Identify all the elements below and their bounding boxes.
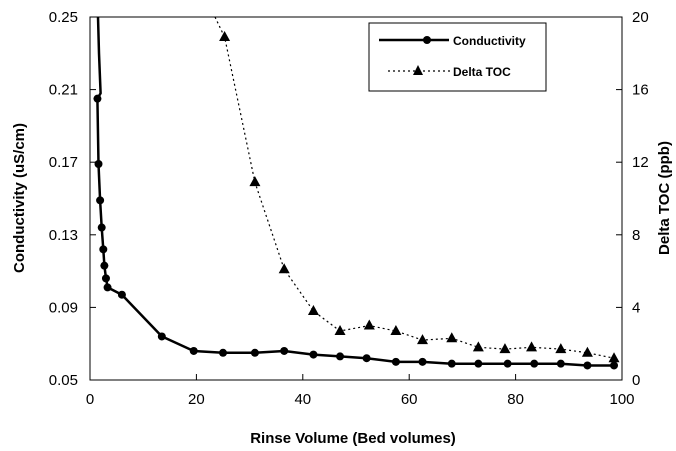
conductivity-point	[96, 196, 105, 205]
conductivity-point	[556, 359, 565, 368]
y-tick-label: 0.13	[49, 227, 78, 244]
y-axis-right-ticks: 0 4 8 12 16 20	[616, 9, 649, 389]
conductivity-point	[530, 359, 539, 368]
conductivity-point	[94, 160, 103, 169]
y-tick-label: 0.05	[49, 372, 78, 389]
delta-toc-point	[334, 324, 346, 335]
delta-toc-line	[214, 16, 615, 359]
y-tick-label: 0.17	[49, 154, 78, 171]
series-layer	[93, 16, 620, 370]
y2-tick-label: 20	[632, 9, 649, 26]
conductivity-point	[189, 346, 198, 355]
conductivity-point	[336, 352, 345, 361]
conductivity-point	[101, 274, 110, 283]
x-tick-label: 60	[401, 391, 418, 408]
y2-tick-label: 4	[632, 299, 640, 316]
legend-box	[368, 22, 547, 92]
legend-conductivity-marker	[423, 36, 431, 44]
delta-toc-point	[472, 341, 484, 352]
delta-toc-point	[526, 341, 538, 352]
conductivity-point	[391, 357, 400, 366]
delta-toc-point	[363, 319, 375, 330]
conductivity-point	[610, 361, 619, 370]
conductivity-point	[100, 261, 109, 270]
delta-toc-point	[417, 334, 428, 345]
plot-frame	[89, 16, 623, 381]
delta-toc-point	[608, 352, 620, 363]
x-tick-label: 40	[294, 391, 311, 408]
delta-toc-point	[555, 343, 567, 354]
delta-toc-point	[499, 343, 511, 354]
conductivity-point	[97, 223, 106, 232]
legend: Conductivity Delta TOC	[368, 22, 547, 92]
x-tick-label: 20	[188, 391, 205, 408]
legend-delta-toc-marker	[413, 65, 423, 75]
legend-conductivity-label: Conductivity	[453, 34, 526, 48]
conductivity-point	[503, 359, 512, 368]
y2-tick-label: 0	[632, 372, 640, 389]
conductivity-point	[117, 290, 126, 299]
y2-tick-label: 12	[632, 154, 649, 171]
x-tick-label: 80	[507, 391, 524, 408]
y2-tick-label: 8	[632, 227, 640, 244]
x-tick-label: 100	[609, 391, 634, 408]
conductivity-point	[103, 283, 112, 292]
x-axis-title: Rinse Volume (Bed volumes)	[250, 430, 456, 447]
conductivity-point	[280, 346, 289, 355]
conductivity-point	[418, 357, 427, 366]
x-axis-ticks: 0 20 40 60 80 100	[86, 374, 635, 408]
conductivity-point	[219, 348, 227, 357]
legend-delta-toc-label: Delta TOC	[453, 65, 511, 79]
delta-toc-point	[307, 305, 319, 316]
y-tick-label: 0.09	[49, 299, 78, 316]
delta-toc-point	[249, 176, 261, 187]
y-axis-left-ticks: 0.05 0.09 0.13 0.17 0.21 0.25	[49, 9, 96, 389]
delta-toc-point	[278, 263, 290, 274]
conductivity-point	[157, 332, 166, 341]
delta-toc-point	[446, 332, 458, 343]
y-axis-left-title: Conductivity (uS/cm)	[11, 123, 28, 273]
delta-toc-point	[581, 346, 593, 357]
conductivity-point	[583, 361, 592, 370]
conductivity-point	[309, 350, 318, 359]
conductivity-point	[447, 359, 456, 368]
conductivity-point	[474, 359, 483, 368]
y2-tick-label: 16	[632, 82, 649, 99]
plot-area-border	[89, 16, 623, 381]
y-axis-right-title: Delta TOC (ppb)	[656, 141, 673, 255]
y-tick-label: 0.25	[49, 9, 78, 26]
delta-toc-point	[219, 30, 231, 41]
conductivity-point	[99, 245, 108, 254]
delta-toc-point	[390, 324, 402, 335]
x-tick-label: 0	[86, 391, 94, 408]
conductivity-point	[250, 348, 259, 357]
conductivity-point	[362, 354, 371, 363]
conductivity-point	[93, 94, 102, 103]
y-tick-label: 0.21	[49, 82, 78, 99]
